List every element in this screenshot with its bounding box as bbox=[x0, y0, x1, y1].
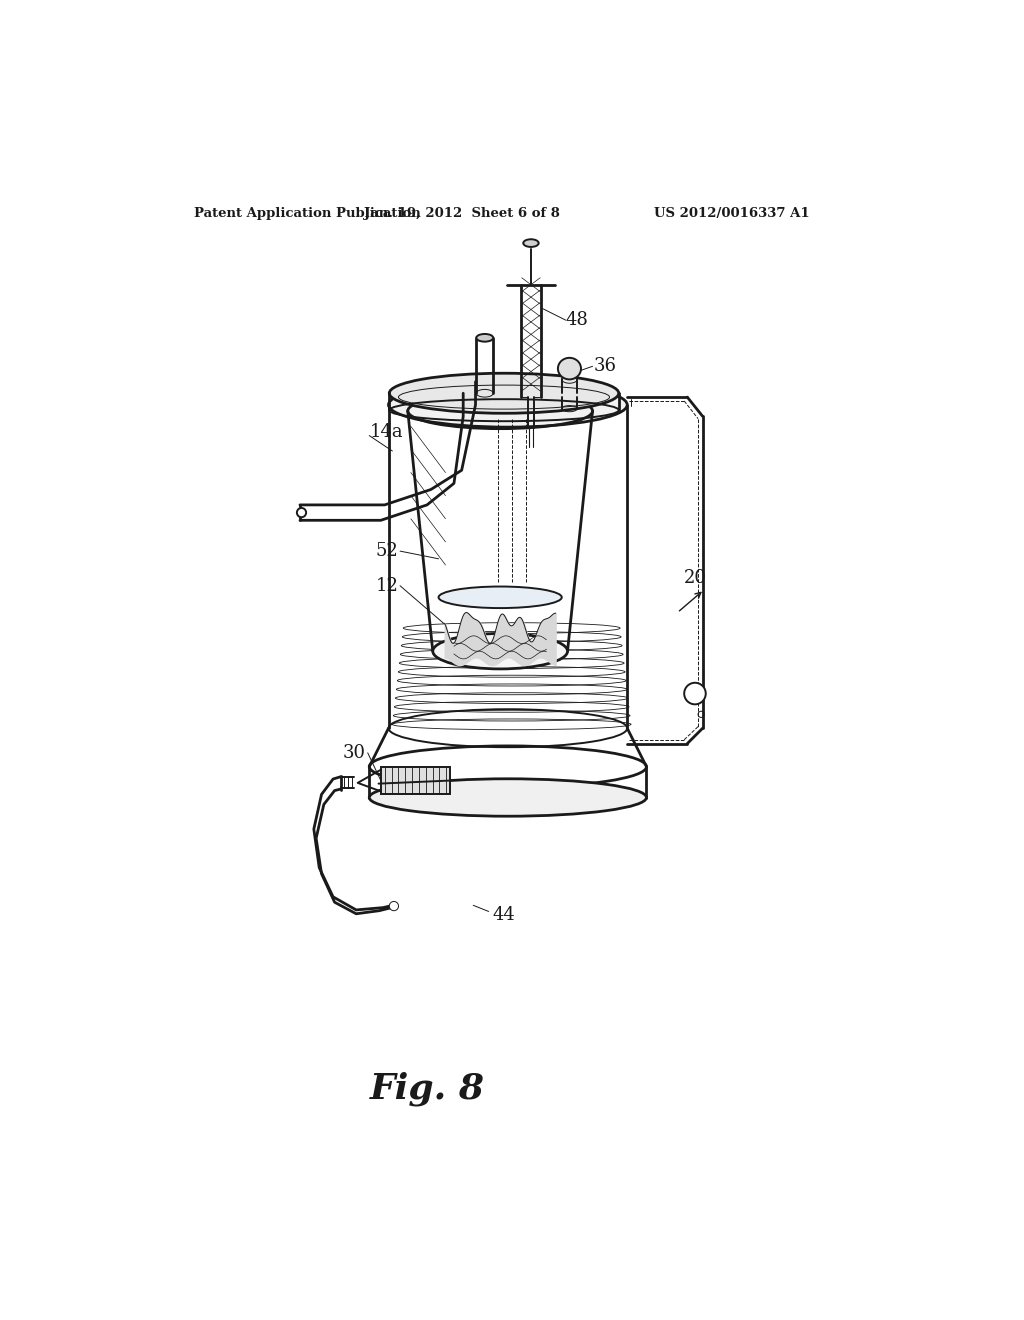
Ellipse shape bbox=[523, 239, 539, 247]
Ellipse shape bbox=[558, 358, 581, 379]
Text: US 2012/0016337 A1: US 2012/0016337 A1 bbox=[654, 207, 810, 220]
Circle shape bbox=[389, 902, 398, 911]
Text: 14a: 14a bbox=[370, 422, 402, 441]
Ellipse shape bbox=[370, 779, 646, 816]
Text: 12: 12 bbox=[376, 577, 398, 595]
Ellipse shape bbox=[476, 334, 494, 342]
Ellipse shape bbox=[433, 634, 567, 669]
Text: 52: 52 bbox=[376, 543, 398, 560]
Text: 30: 30 bbox=[342, 744, 366, 762]
Text: 20: 20 bbox=[683, 569, 707, 587]
Text: Patent Application Publication: Patent Application Publication bbox=[195, 207, 421, 220]
Text: 36: 36 bbox=[594, 358, 617, 375]
Ellipse shape bbox=[388, 383, 628, 428]
Ellipse shape bbox=[438, 586, 562, 609]
Text: Jan. 19, 2012  Sheet 6 of 8: Jan. 19, 2012 Sheet 6 of 8 bbox=[364, 207, 559, 220]
Circle shape bbox=[684, 682, 706, 705]
Circle shape bbox=[297, 508, 306, 517]
Ellipse shape bbox=[389, 374, 618, 413]
Text: 48: 48 bbox=[565, 312, 589, 329]
Bar bbox=[381, 767, 451, 795]
Text: 44: 44 bbox=[493, 906, 515, 924]
Text: Fig. 8: Fig. 8 bbox=[370, 1072, 484, 1106]
